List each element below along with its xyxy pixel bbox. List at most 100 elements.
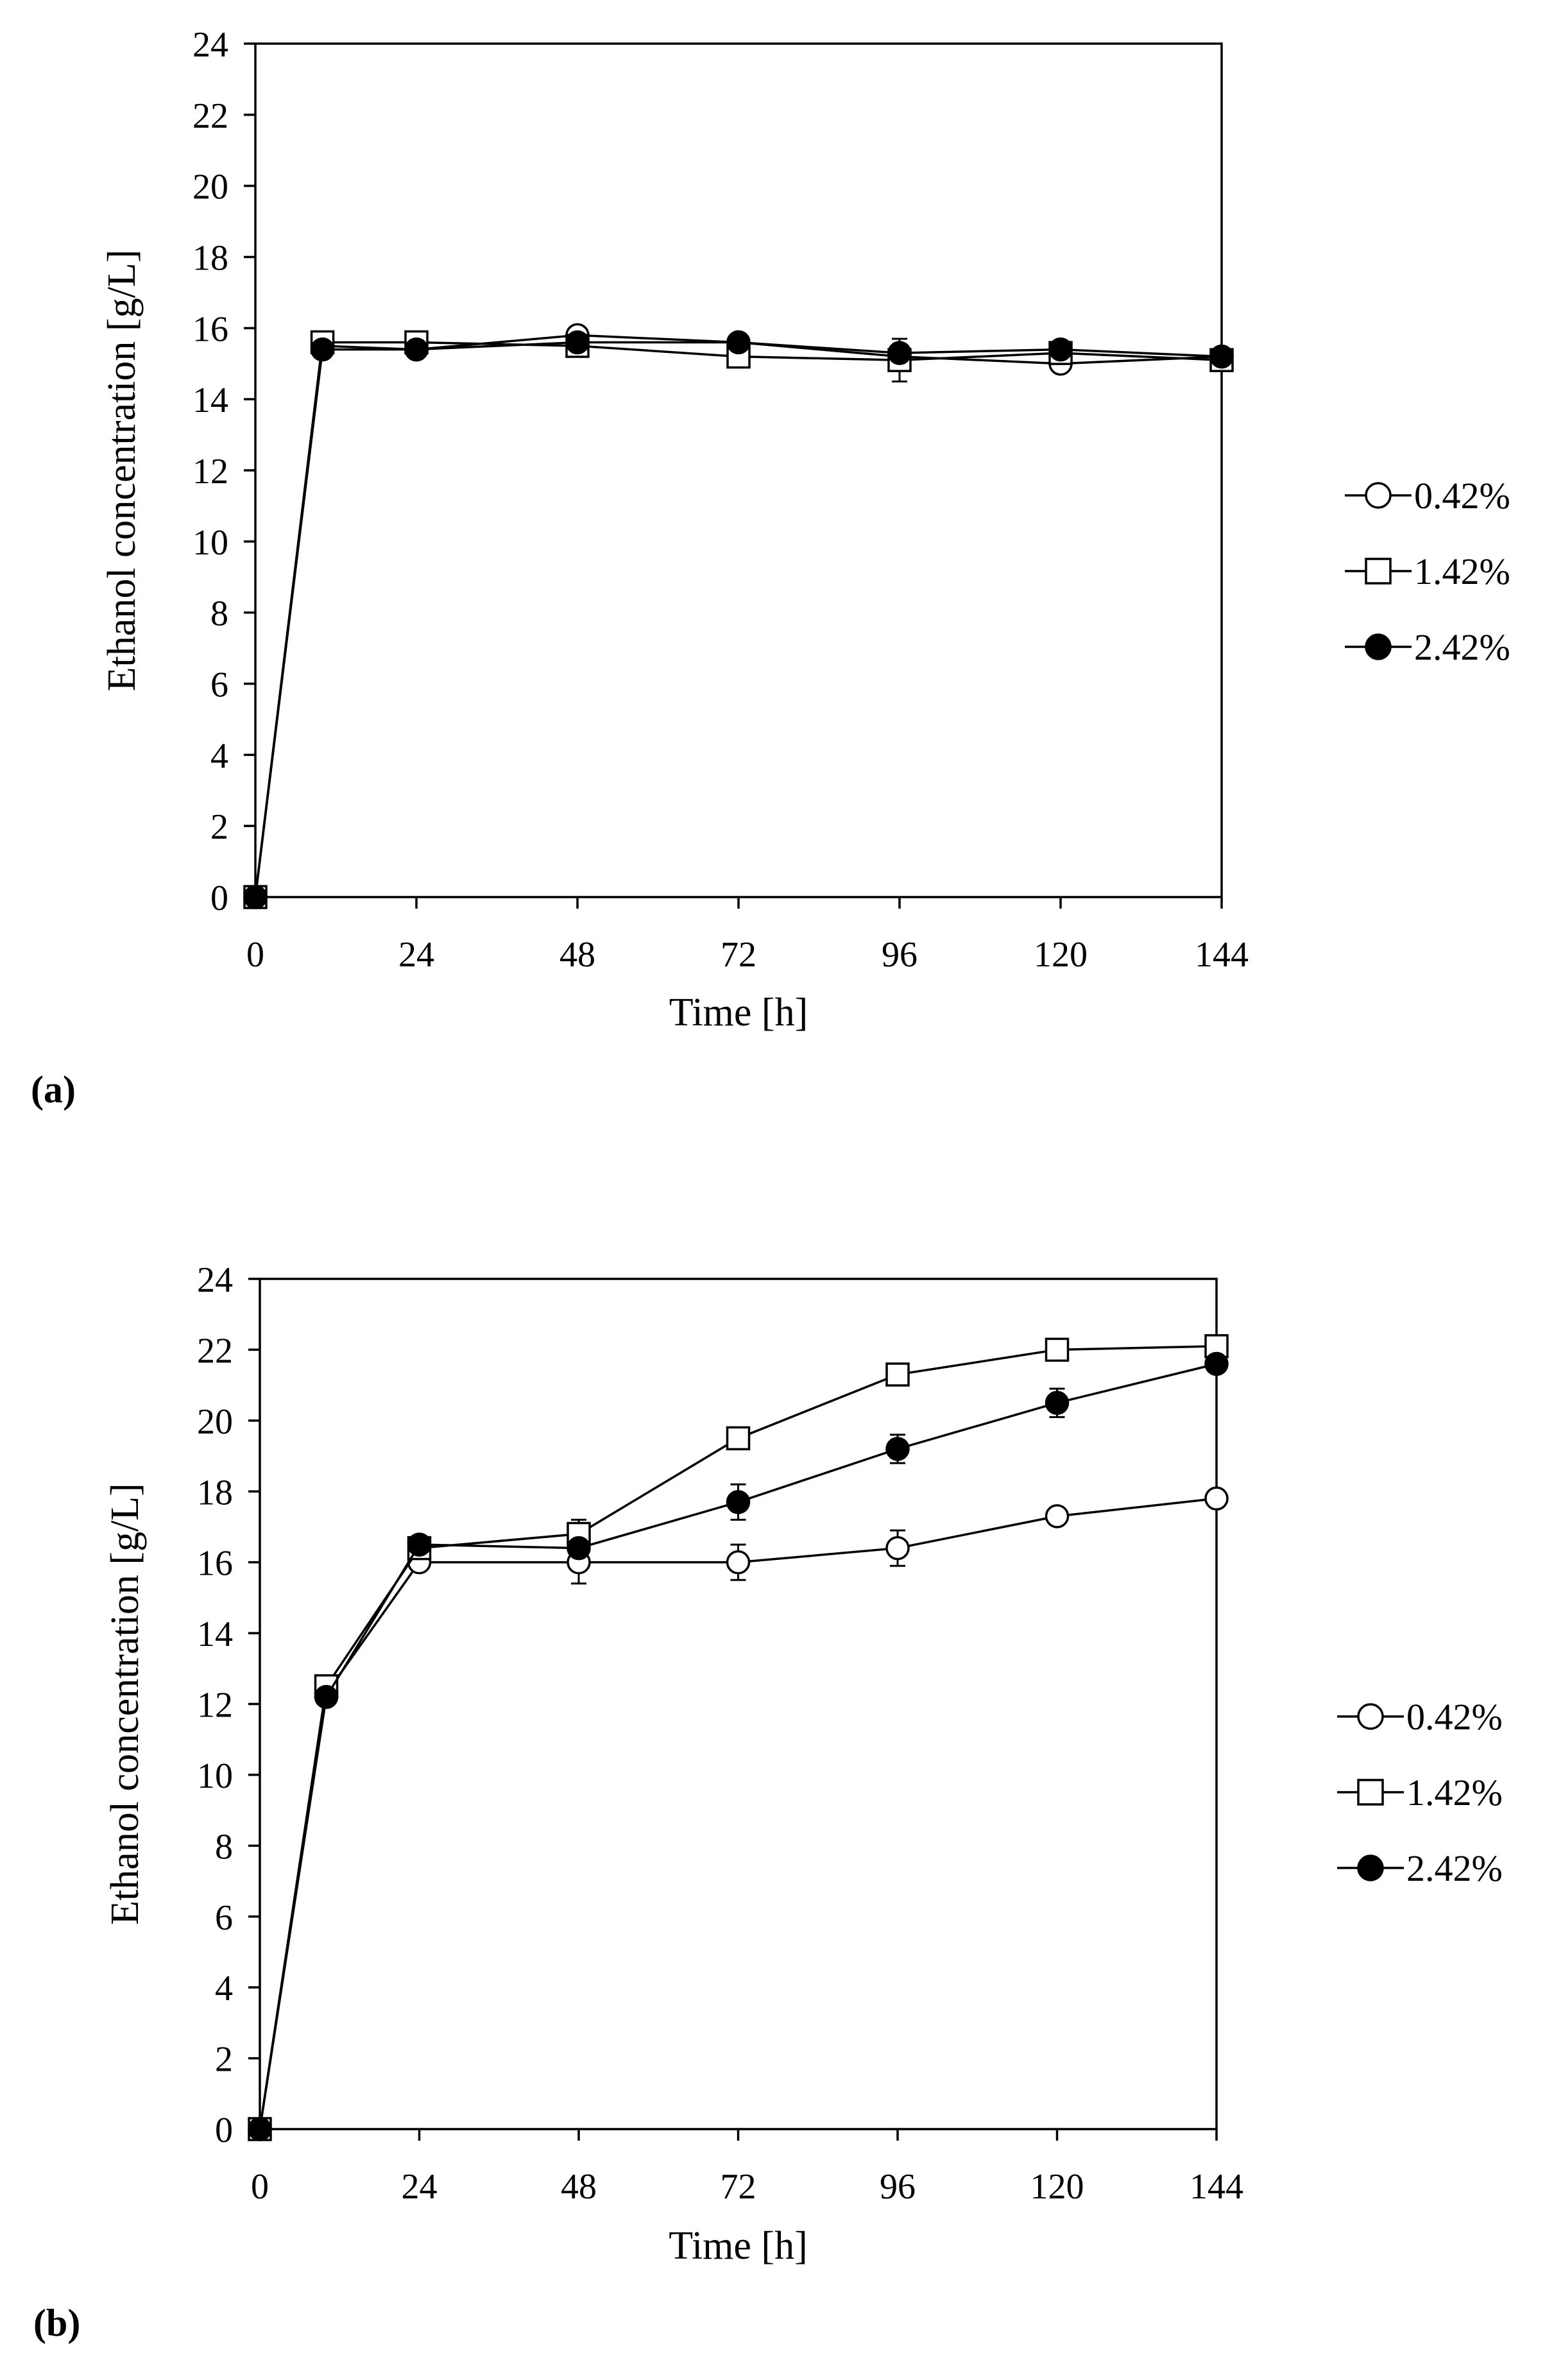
y-tick-label: 2 <box>215 2040 233 2080</box>
x-tick-label: 48 <box>561 2167 597 2207</box>
series-2.42% <box>248 1351 1229 2141</box>
x-axis-title: Time [h] <box>669 2224 807 2268</box>
legend-label: 1.42% <box>1406 1772 1503 1813</box>
x-tick-label: 96 <box>882 935 918 975</box>
series-1.42% <box>243 330 1234 909</box>
panel-label: (a) <box>31 1068 76 1111</box>
y-tick-label: 24 <box>192 25 228 65</box>
y-tick-label: 4 <box>210 736 228 776</box>
y-tick-label: 0 <box>210 878 228 918</box>
series-line <box>259 1362 1217 2130</box>
plot-area <box>259 1278 1218 2130</box>
data-point <box>1048 337 1073 362</box>
y-tick-label: 8 <box>210 594 228 634</box>
data-point <box>726 330 751 355</box>
data-point <box>314 1684 339 1709</box>
y-tick-label: 12 <box>192 452 228 492</box>
series-line <box>259 1497 1217 2130</box>
data-point <box>1045 1391 1070 1415</box>
series-line <box>259 1345 1217 2130</box>
legend-marker <box>1357 1779 1384 1806</box>
legend-item: 1.42% <box>1345 551 1510 592</box>
x-tick-label: 24 <box>402 2167 438 2207</box>
y-tick-label: 6 <box>210 665 228 705</box>
x-tick-label: 120 <box>1034 935 1088 975</box>
legend-item: 0.42% <box>1345 475 1510 517</box>
legend-label: 0.42% <box>1414 475 1510 517</box>
data-point <box>310 337 335 362</box>
data-point <box>407 1532 432 1557</box>
x-tick-label: 48 <box>559 935 595 975</box>
data-point <box>726 1550 751 1575</box>
series-0.42% <box>243 323 1234 909</box>
data-point <box>885 1536 910 1561</box>
y-tick-label: 20 <box>192 167 228 207</box>
legend-label: 1.42% <box>1414 551 1510 592</box>
y-tick-label: 18 <box>192 239 228 278</box>
x-tick-label: 0 <box>246 935 264 975</box>
y-axis-title: Ethanol concentration [g/L] <box>100 250 144 692</box>
y-tick-label: 22 <box>197 1331 233 1371</box>
x-tick-label: 96 <box>880 2167 916 2207</box>
data-point <box>1204 1486 1229 1511</box>
y-tick-label: 0 <box>215 2110 233 2150</box>
plot-area <box>254 42 1223 898</box>
legend-item: 2.42% <box>1337 1847 1503 1889</box>
series-0.42% <box>248 1486 1229 2141</box>
legend-label: 2.42% <box>1414 626 1510 668</box>
series-line <box>254 334 1222 898</box>
legend-marker <box>1365 558 1392 585</box>
data-point <box>1204 1334 1229 1358</box>
y-tick-label: 4 <box>215 1969 233 2008</box>
legend-label: 0.42% <box>1406 1696 1503 1738</box>
data-point <box>1045 1504 1070 1528</box>
data-point <box>248 2117 272 2141</box>
y-tick-label: 14 <box>192 381 228 420</box>
data-point <box>885 1437 910 1461</box>
legend-label: 2.42% <box>1406 1847 1503 1889</box>
series-2.42% <box>243 330 1234 909</box>
y-tick-label: 8 <box>215 1827 233 1867</box>
x-tick-label: 144 <box>1195 935 1249 975</box>
panel-label: (b) <box>33 2302 80 2344</box>
y-tick-label: 10 <box>192 523 228 563</box>
y-tick-label: 12 <box>197 1686 233 1725</box>
y-tick-label: 20 <box>197 1402 233 1442</box>
y-axis-title: Ethanol concentration [g/L] <box>103 1483 147 1925</box>
y-tick-label: 6 <box>215 1898 233 1938</box>
y-tick-label: 10 <box>197 1756 233 1796</box>
y-tick-label: 16 <box>192 309 228 349</box>
data-point <box>726 1426 751 1451</box>
series-line <box>254 341 1222 898</box>
x-axis-title: Time [h] <box>669 991 808 1034</box>
x-tick-label: 72 <box>721 2167 756 2207</box>
y-tick-label: 16 <box>197 1544 233 1584</box>
legend-marker <box>1357 1854 1384 1881</box>
data-point <box>243 885 268 909</box>
data-point <box>404 337 429 362</box>
y-tick-label: 24 <box>197 1260 233 1300</box>
legend-marker <box>1365 633 1392 660</box>
data-point <box>1209 344 1234 369</box>
data-point <box>567 1536 591 1561</box>
data-point <box>1204 1351 1229 1376</box>
y-tick-label: 2 <box>210 807 228 847</box>
data-point <box>726 1490 751 1514</box>
data-point <box>887 341 912 365</box>
series-line <box>254 341 1222 898</box>
x-tick-label: 72 <box>721 935 756 975</box>
x-tick-label: 24 <box>398 935 434 975</box>
series-1.42% <box>248 1334 1229 2141</box>
data-point <box>565 330 590 355</box>
y-tick-label: 14 <box>197 1614 233 1654</box>
legend-item: 2.42% <box>1345 626 1510 668</box>
y-tick-label: 22 <box>192 96 228 136</box>
y-tick-label: 18 <box>197 1473 233 1512</box>
legend-marker <box>1365 482 1392 509</box>
legend-item: 0.42% <box>1337 1696 1503 1738</box>
legend-marker <box>1357 1703 1384 1730</box>
data-point <box>1045 1337 1070 1362</box>
